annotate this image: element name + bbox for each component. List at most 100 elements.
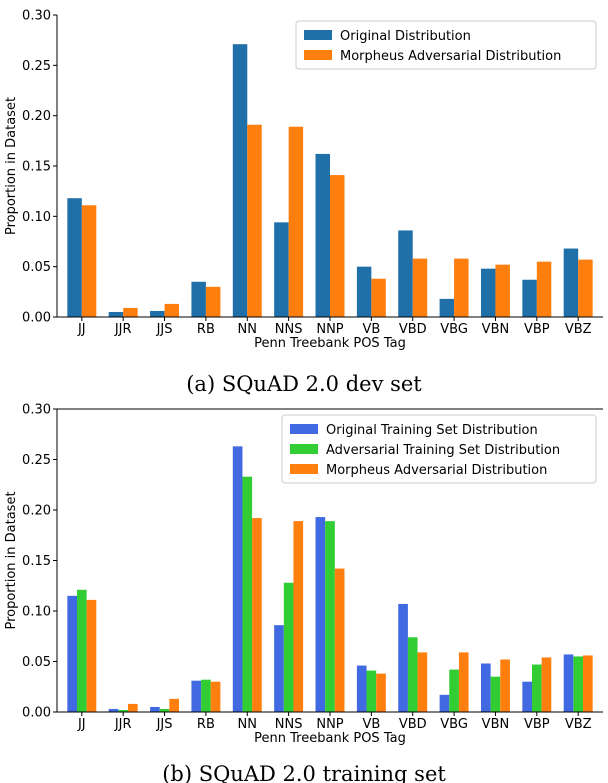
x-tick-label: NN [238, 322, 257, 337]
bar-nnp-series-2 [325, 521, 335, 712]
bar-nn-series-2 [242, 476, 253, 712]
bar-vbp-series-2 [536, 261, 552, 317]
y-axis-title: Proportion in Dataset [4, 491, 19, 629]
bar-rb-series-3 [210, 681, 221, 712]
bar-jjs-series-2 [164, 303, 180, 317]
y-tick-label: 0.30 [22, 403, 51, 418]
bar-jj-series-2 [76, 589, 87, 712]
bar-vbg-series-2 [454, 258, 469, 317]
bar-nns-series-3 [293, 521, 304, 712]
legend-swatch-series-2 [290, 444, 318, 454]
y-tick-label: 0.20 [22, 109, 51, 124]
bar-vbd-series-2 [412, 258, 428, 317]
x-tick-label: NNS [275, 717, 303, 732]
bar-vbn-series-2 [495, 264, 510, 317]
y-tick-label: 0.20 [22, 504, 51, 519]
y-tick-label: 0.15 [22, 160, 51, 175]
bar-vbp-series-1 [522, 279, 537, 317]
bar-rb-series-1 [191, 680, 202, 712]
bar-vbp-series-3 [541, 657, 552, 712]
x-tick-label: VBN [482, 322, 510, 337]
x-tick-label: VBP [524, 717, 550, 732]
bar-vbp-series-2 [531, 664, 542, 712]
bar-vbd-series-1 [398, 230, 413, 317]
y-tick-label: 0.15 [22, 554, 51, 569]
legend-swatch-series-3 [290, 464, 318, 474]
x-tick-label: NNP [316, 717, 343, 732]
bar-nns-series-1 [274, 222, 289, 317]
x-tick-label: VBG [440, 717, 468, 732]
y-tick-label: 0.10 [22, 605, 51, 620]
x-tick-label: VB [362, 717, 380, 732]
y-tick-label: 0.05 [22, 655, 51, 670]
legend-label-series-3: Morpheus Adversarial Distribution [326, 463, 547, 478]
x-tick-label: VBD [399, 717, 427, 732]
legend-box [295, 20, 597, 70]
bar-vbg-series-2 [449, 669, 459, 712]
bar-nn-series-3 [252, 518, 262, 712]
bar-vbn-series-1 [480, 663, 491, 712]
bar-vbz-series-3 [583, 655, 593, 712]
x-tick-label: VBG [440, 322, 468, 337]
bar-vbd-series-3 [417, 652, 428, 712]
legend-label-series-2: Adversarial Training Set Distribution [326, 443, 560, 458]
x-tick-label: JJS [156, 322, 173, 337]
x-axis-title: Penn Treebank POS Tag [254, 731, 406, 746]
bar-vbz-series-1 [563, 654, 574, 712]
y-tick-label: 0.00 [22, 311, 51, 326]
legend-label-series-1: Original Training Set Distribution [326, 423, 538, 438]
figure-caption: (b) SQuAD 2.0 training set [162, 762, 446, 783]
bar-jjr-series-3 [128, 703, 138, 712]
bar-jj-series-1 [67, 595, 77, 712]
y-tick-label: 0.00 [22, 706, 51, 721]
bar-vbd-series-2 [407, 637, 418, 712]
legend-swatch-series-2 [304, 50, 332, 60]
bar-jjs-series-1 [150, 706, 160, 712]
bar-vbz-series-2 [578, 259, 593, 317]
bar-nn-series-1 [232, 446, 243, 712]
bar-vb-series-2 [366, 670, 377, 712]
bar-nn-series-1 [232, 44, 248, 317]
x-tick-label: NN [238, 717, 257, 732]
legend-box [281, 414, 597, 484]
bar-vbz-series-1 [563, 248, 579, 317]
bar-jjr-series-1 [108, 708, 119, 712]
x-tick-label: RB [197, 322, 215, 337]
legend-label-series-2: Morpheus Adversarial Distribution [340, 49, 561, 64]
bar-rb-series-1 [191, 281, 206, 317]
bar-jjr-series-2 [123, 307, 138, 317]
x-tick-label: JJR [114, 322, 132, 337]
y-axis-title: Proportion in Dataset [4, 97, 19, 235]
bar-vbg-series-1 [439, 298, 455, 317]
bar-nns-series-2 [288, 126, 304, 318]
figure-caption: (a) SQuAD 2.0 dev set [186, 372, 422, 396]
bar-vbz-series-2 [573, 656, 584, 712]
bar-nn-series-2 [247, 124, 262, 317]
x-tick-label: JJR [114, 717, 132, 732]
bar-jj-series-3 [86, 599, 97, 712]
x-tick-label: VBP [524, 322, 550, 337]
x-tick-label: RB [197, 717, 215, 732]
legend-label-series-1: Original Distribution [340, 29, 471, 44]
bar-vb-series-2 [371, 278, 386, 317]
bar-nnp-series-1 [315, 153, 330, 317]
bar-vbn-series-1 [480, 268, 496, 317]
x-tick-label: VBD [399, 322, 427, 337]
x-tick-label: JJS [156, 717, 173, 732]
bar-vbn-series-2 [490, 676, 501, 712]
bar-vbg-series-3 [458, 652, 469, 712]
x-tick-label: NNP [316, 322, 343, 337]
chart-dev-set: 0.00 0.05 0.10 0.15 0.20 0.25 0.30 JJ JJR JJS RB NN… [4, 9, 603, 396]
bar-jjs-series-2 [159, 708, 170, 712]
legend-swatch-series-1 [290, 424, 318, 434]
bar-nnp-series-2 [330, 175, 345, 317]
x-tick-label: VBN [482, 717, 510, 732]
bar-jjs-series-1 [150, 310, 165, 317]
y-tick-label: 0.25 [22, 453, 51, 468]
bar-jj-series-1 [67, 198, 82, 317]
x-tick-label: VBZ [565, 322, 592, 337]
x-axis-title: Penn Treebank POS Tag [254, 336, 406, 351]
bar-nnp-series-3 [334, 568, 345, 712]
bar-jjr-series-1 [108, 311, 124, 317]
